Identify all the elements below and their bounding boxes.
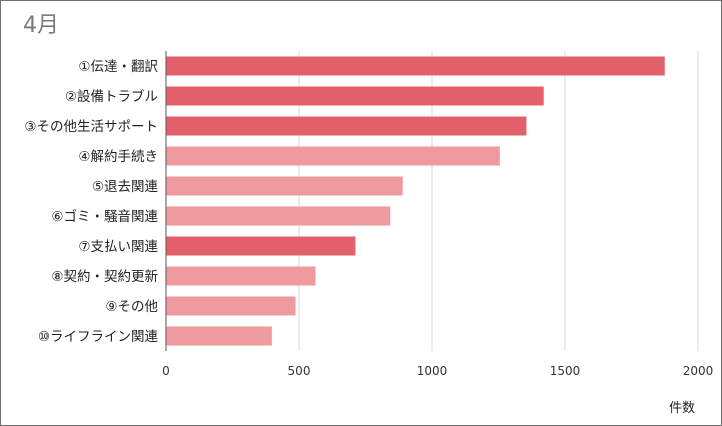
- bar: [166, 296, 296, 316]
- bars: [166, 56, 665, 346]
- bar: [166, 326, 272, 346]
- category-label: ⑥ゴミ・騒音関連: [51, 208, 158, 225]
- category-labels: ①伝達・翻訳 ②設備トラブル ③その他生活サポート ④解約手続き ⑤退去関連 ⑥ゴミ・騒音…: [24, 59, 158, 345]
- category-label: ③その他生活サポート: [24, 119, 158, 135]
- category-label: ⑩ライフライン関連: [38, 329, 159, 345]
- x-tick-label: 1000: [417, 364, 448, 378]
- category-label: ④解約手続き: [78, 149, 158, 165]
- x-tick-label: 1500: [550, 364, 581, 378]
- bar: [166, 236, 356, 256]
- chart-title: 4月: [23, 13, 59, 38]
- bar: [166, 116, 527, 136]
- bar: [166, 206, 391, 226]
- category-label: ⑦支払い関連: [78, 239, 158, 255]
- bar: [166, 146, 500, 166]
- category-label: ⑨その他: [105, 299, 158, 315]
- category-label: ①伝達・翻訳: [78, 59, 158, 75]
- bar: [166, 86, 544, 106]
- category-label: ⑤退去関連: [92, 179, 159, 195]
- category-label: ⑧契約・契約更新: [51, 269, 158, 285]
- x-tick-label: 500: [288, 364, 311, 378]
- category-label: ②設備トラブル: [65, 88, 158, 105]
- x-tick-label: 2000: [683, 364, 714, 378]
- bar: [166, 266, 316, 286]
- x-tick-label: 0: [162, 364, 170, 378]
- bar: [166, 176, 403, 196]
- x-axis-label: 件数: [669, 401, 696, 416]
- bar: [166, 56, 665, 76]
- x-tick-labels: 0 500 1000 1500 2000: [162, 364, 713, 378]
